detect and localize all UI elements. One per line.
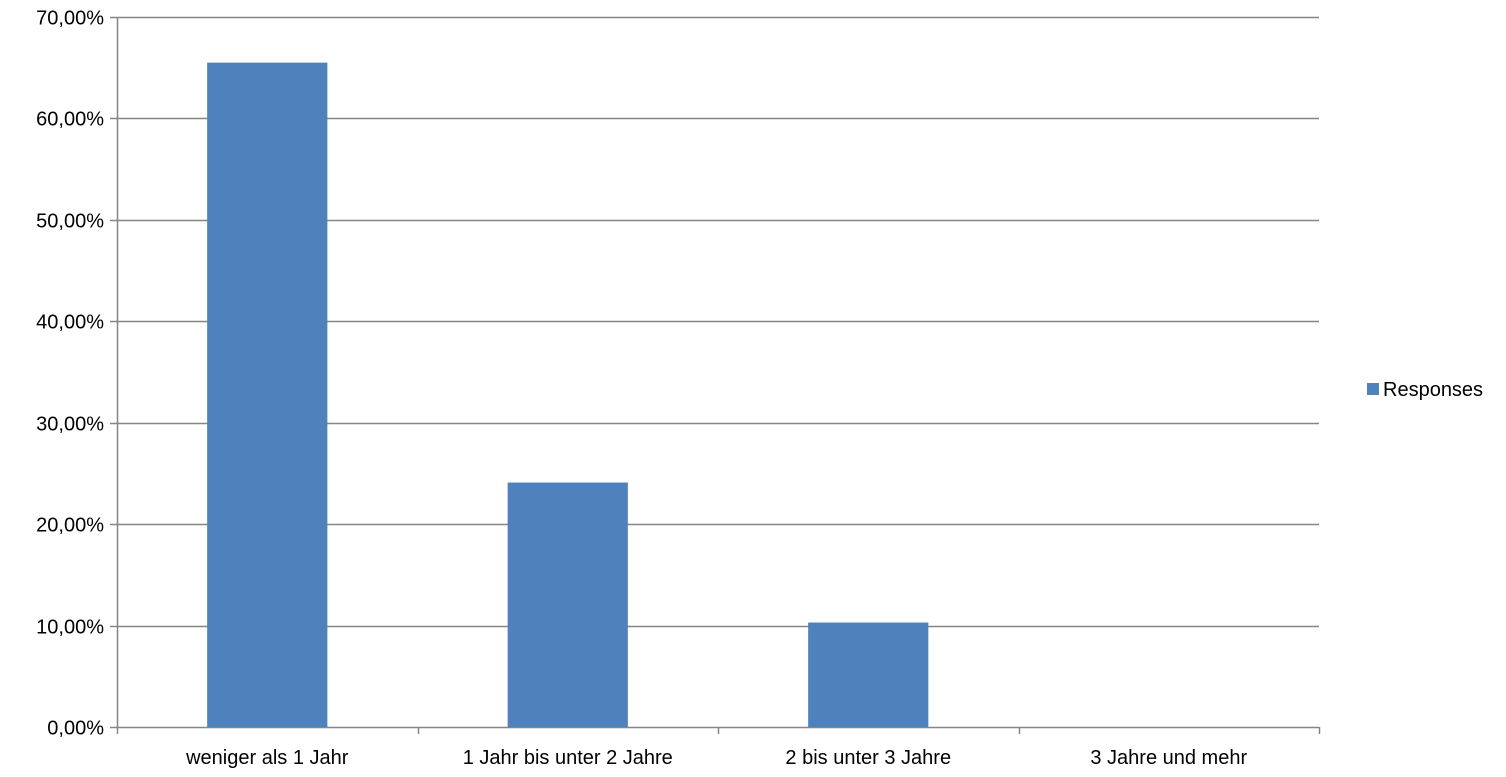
y-tick-label: 70,00% [36, 8, 104, 30]
y-tick-label: 20,00% [36, 515, 104, 537]
x-tick-label: 2 bis unter 3 Jahre [785, 747, 951, 769]
y-tick-label: 50,00% [36, 211, 104, 233]
x-tick-label: 1 Jahr bis unter 2 Jahre [463, 747, 673, 769]
legend: Responses [1367, 379, 1483, 401]
x-tick-label: weniger als 1 Jahr [185, 747, 349, 769]
bar-2 [507, 482, 628, 727]
y-tick-label: 10,00% [36, 617, 104, 639]
bar-3 [808, 622, 929, 727]
y-tick-label: 30,00% [36, 414, 104, 436]
legend-label-responses: Responses [1383, 379, 1483, 401]
bar-1 [207, 62, 328, 727]
y-tick-label: 40,00% [36, 312, 104, 334]
x-tick-label: 3 Jahre und mehr [1090, 747, 1247, 769]
y-tick-labels: 0,00% 10,00% 20,00% 30,00% 40,00% 50,00% 60,00… [36, 8, 104, 740]
y-tick-label: 60,00% [36, 109, 104, 131]
legend-swatch-responses [1367, 383, 1379, 395]
bars [207, 62, 929, 727]
x-tick-labels: weniger als 1 Jahr 1 Jahr bis unter 2 Jah… [185, 747, 1247, 769]
axes [110, 16, 1321, 734]
y-tick-label: 0,00% [47, 718, 104, 740]
